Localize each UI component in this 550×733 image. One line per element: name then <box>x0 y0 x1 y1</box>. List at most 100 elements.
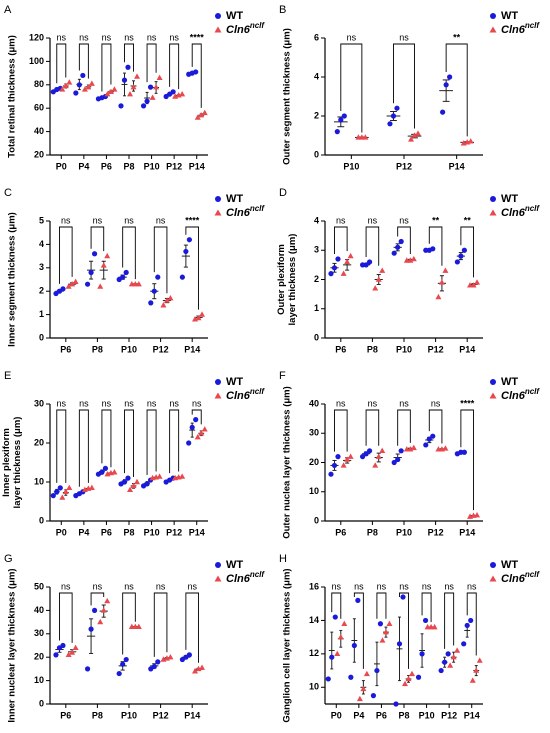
significance-bracket <box>169 43 180 90</box>
data-point <box>84 666 91 672</box>
data-point <box>344 258 351 265</box>
data-point <box>155 274 161 280</box>
x-tick-label: P14 <box>189 161 205 171</box>
legend-name: Cln6 <box>501 24 526 36</box>
data-point <box>410 444 417 451</box>
significance-bracket <box>185 226 199 310</box>
y-axis-label: Inner plexiform <box>1 428 12 497</box>
significance-label: ns <box>467 581 477 591</box>
y-tick-label: 0 <box>39 698 44 708</box>
data-point <box>470 282 477 288</box>
significance-label: ns <box>147 32 157 42</box>
data-point <box>134 478 141 485</box>
x-tick-label: P10 <box>343 161 359 171</box>
legend-name: Cln6 <box>226 573 251 585</box>
significance-label: ns <box>336 398 346 408</box>
significance-bracket <box>124 409 134 477</box>
legend-marker <box>215 196 221 202</box>
data-point <box>167 654 174 660</box>
data-point <box>387 121 393 127</box>
significance-label: ns <box>57 398 67 408</box>
data-point <box>120 274 126 280</box>
y-tick-label: 40 <box>309 398 319 408</box>
data-point <box>163 297 170 303</box>
data-point <box>123 269 129 276</box>
data-point <box>422 617 429 624</box>
significance-label: ns <box>422 581 432 591</box>
significance-bracket <box>353 592 364 669</box>
significance-label: ns <box>124 215 134 225</box>
y-tick-label: 3 <box>314 245 319 255</box>
data-point <box>450 654 457 660</box>
y-tick-label: 4 <box>314 71 319 81</box>
data-point <box>442 267 449 273</box>
y-tick-label: 40 <box>34 126 44 136</box>
legend-marker <box>490 562 496 568</box>
x-tick-label: P4 <box>78 161 89 171</box>
significance-label: ns <box>102 32 112 42</box>
significance-label: ns <box>57 32 67 42</box>
y-axis-label: Ganglion cell layer thickness (μm) <box>282 568 293 722</box>
y-tick-label: 10 <box>34 476 44 486</box>
data-point <box>125 475 131 481</box>
data-point <box>331 462 338 469</box>
x-tick-label: P10 <box>144 527 160 537</box>
panel-letter: A <box>4 4 12 16</box>
data-point <box>125 64 131 70</box>
significance-bracket <box>146 409 157 476</box>
legend-superscript: nclf <box>250 387 266 396</box>
y-tick-label: 10 <box>34 675 44 685</box>
data-point <box>59 86 66 92</box>
significance-bracket <box>334 409 348 452</box>
data-point <box>337 633 344 640</box>
legend-marker <box>489 392 497 399</box>
data-point <box>396 641 403 647</box>
x-tick-label: P12 <box>441 710 457 720</box>
legend-label: WT <box>501 559 518 571</box>
legend-label: WT <box>226 10 243 22</box>
data-point <box>72 644 79 651</box>
legend-label: Cln6nclf <box>226 387 265 402</box>
x-tick-label: P6 <box>376 710 387 720</box>
significance-bracket <box>428 226 443 266</box>
x-tick-label: P4 <box>78 527 89 537</box>
data-point <box>134 73 141 79</box>
x-tick-label: P6 <box>335 527 346 537</box>
data-point <box>73 90 79 96</box>
legend-superscript: nclf <box>525 570 541 579</box>
data-point <box>348 674 354 680</box>
data-point <box>447 74 453 80</box>
legend-name: Cln6 <box>226 390 251 402</box>
legend-name: WT <box>226 193 243 205</box>
data-point <box>366 259 373 265</box>
legend-name: Cln6 <box>501 573 526 585</box>
data-point <box>461 449 467 455</box>
significance-bracket <box>445 43 468 137</box>
x-tick-label: P6 <box>60 710 71 720</box>
x-tick-label: P10 <box>396 527 412 537</box>
data-point <box>426 436 432 442</box>
x-tick-label: P6 <box>335 344 346 354</box>
data-point <box>438 667 444 674</box>
legend-marker <box>489 575 497 582</box>
data-point <box>127 486 134 492</box>
significance-label: ns <box>156 581 166 591</box>
data-point <box>62 488 69 494</box>
significance-label: ns <box>399 32 409 42</box>
significance-label: **** <box>190 32 205 42</box>
data-point <box>408 136 415 142</box>
data-point <box>468 617 474 624</box>
x-tick-label: P14 <box>464 710 480 720</box>
significance-bracket <box>101 43 112 92</box>
data-point <box>201 426 208 432</box>
y-tick-label: 30 <box>309 428 319 438</box>
data-point <box>443 82 449 88</box>
data-point <box>192 668 199 674</box>
legend-superscript: nclf <box>250 204 266 213</box>
significance-label: ns <box>124 581 134 591</box>
significance-bracket <box>185 592 199 663</box>
data-point <box>405 675 412 682</box>
x-tick-label: P0 <box>56 161 67 171</box>
data-point <box>88 484 95 491</box>
